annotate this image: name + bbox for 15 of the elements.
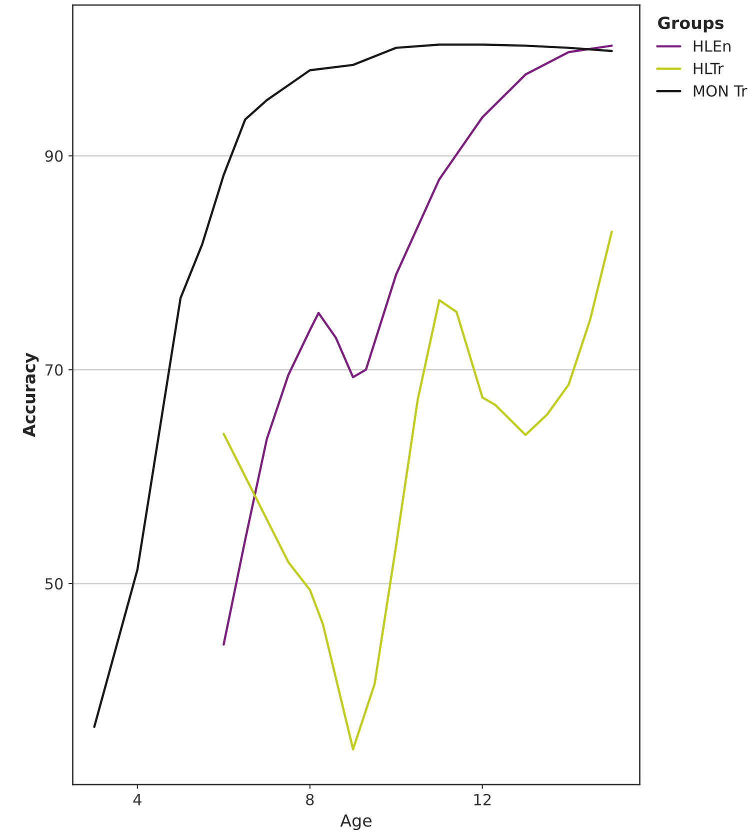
legend-label: HLEn xyxy=(694,40,730,52)
y-tick-label: 50 xyxy=(45,578,63,590)
x-tick-label: 12 xyxy=(474,794,491,806)
legend-label: HLTr xyxy=(694,62,724,74)
legend-label: MON Tr xyxy=(694,85,748,97)
y-axis-title: Accuracy xyxy=(22,352,39,438)
line-series xyxy=(222,44,613,646)
y-tick-label: 70 xyxy=(46,364,63,376)
y-tick-label: 90 xyxy=(45,150,63,162)
x-axis-title: Age xyxy=(340,814,372,830)
legend-title: Groups xyxy=(658,16,724,32)
line-series xyxy=(93,43,613,728)
line-series xyxy=(222,230,613,750)
x-tick-label: 4 xyxy=(133,794,142,806)
x-tick-label: 8 xyxy=(306,794,314,806)
